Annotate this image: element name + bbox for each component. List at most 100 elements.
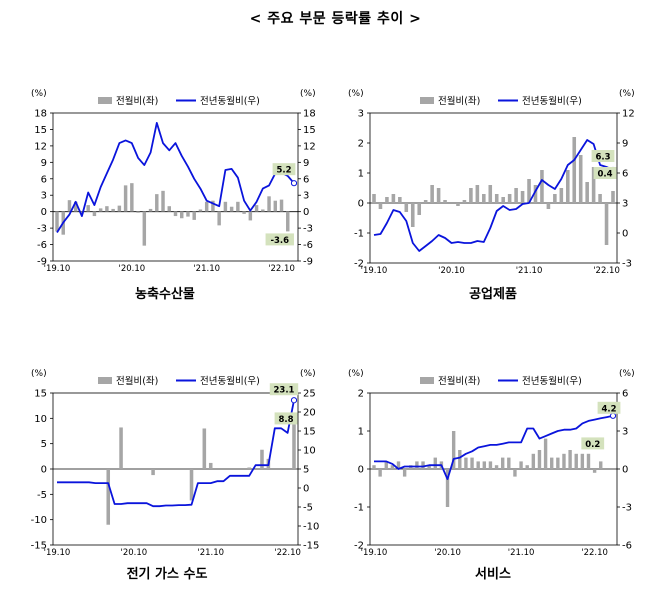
chart1-bar bbox=[117, 205, 122, 212]
chart2-bar bbox=[585, 182, 589, 203]
chart2-line-data-label: 6.3 bbox=[595, 153, 610, 163]
chart4-right-tick-label: 0 bbox=[622, 465, 628, 476]
chart1-left-tick-label: -6 bbox=[37, 240, 47, 251]
chart2-right-tick-label: 9 bbox=[622, 139, 628, 150]
chart3-legend-line-label: 전년동월비(우) bbox=[200, 375, 260, 387]
chart2-bar bbox=[565, 170, 570, 203]
chart2-bar-data-label-bg bbox=[593, 167, 617, 179]
chart4-right-unit: (%) bbox=[619, 369, 635, 379]
chart1-bar-data-label-bg bbox=[265, 233, 294, 246]
chart2-bar bbox=[410, 203, 415, 227]
chart2-bar bbox=[578, 155, 583, 203]
chart1-right-tick-label: -3 bbox=[303, 224, 313, 235]
chart4-bar bbox=[396, 461, 401, 469]
chart2-x-tick-label: '20.10 bbox=[438, 266, 465, 276]
chart1-bar bbox=[261, 209, 265, 212]
chart2-left-tick-label: -2 bbox=[354, 259, 364, 270]
chart2-bar bbox=[436, 188, 441, 203]
chart2-bar bbox=[404, 203, 409, 212]
chart1-bar bbox=[67, 200, 72, 212]
chart1-left-tick-label: -3 bbox=[37, 224, 47, 235]
chart2-bar bbox=[494, 194, 499, 203]
chart3-right-tick-label: 0 bbox=[303, 484, 309, 495]
chart2-line-series bbox=[373, 139, 614, 252]
chart1-bar bbox=[105, 206, 109, 212]
chart2-plot-frame bbox=[369, 112, 618, 264]
chart1-bar bbox=[167, 206, 171, 212]
chart2-bar bbox=[372, 194, 376, 203]
chart2-bar bbox=[469, 188, 473, 203]
chart4-bar bbox=[384, 461, 388, 469]
chart2-x-tick-label: '21.10 bbox=[516, 266, 543, 276]
chart3-x-tick-label: '19.10 bbox=[44, 548, 71, 558]
chart3-left-tick-label: -10 bbox=[31, 515, 47, 526]
chart1-bar bbox=[86, 205, 90, 212]
chart4-bar bbox=[421, 461, 425, 469]
chart3-x-tick-label: '21.10 bbox=[197, 548, 224, 558]
chart2-bar bbox=[456, 203, 460, 206]
chart3-bar bbox=[119, 427, 123, 469]
chart1-right-tick-label: 12 bbox=[303, 141, 316, 152]
chart1-title: 농축수산물 bbox=[135, 286, 195, 302]
chart1-bar bbox=[186, 211, 190, 217]
chart1-x-tick-label: '22.10 bbox=[268, 264, 295, 274]
chart3-line-end-marker bbox=[290, 397, 298, 404]
chart3-left-tick-label: 0 bbox=[41, 465, 47, 476]
chart1-x-tick-label: '20.10 bbox=[119, 264, 146, 274]
chart1-right-tick-label: 18 bbox=[303, 109, 316, 120]
chart1-x-tick-label: '21.10 bbox=[193, 264, 220, 274]
chart3-left-tick-label: -15 bbox=[31, 541, 47, 552]
chart2-bar bbox=[462, 200, 467, 203]
chart3-left-tick-label: 10 bbox=[34, 414, 47, 425]
chart1-bar bbox=[273, 200, 278, 212]
chart4-bar bbox=[470, 457, 474, 469]
chart4-bar bbox=[433, 457, 437, 469]
chart1-bar bbox=[254, 205, 259, 212]
chart1-left-tick-label: 3 bbox=[41, 191, 47, 202]
chart1-bar bbox=[173, 211, 178, 217]
chart4-bar bbox=[500, 457, 505, 469]
chart3-bar bbox=[202, 428, 207, 469]
chart2-bar bbox=[423, 200, 428, 203]
chart1-line-data-label-bg bbox=[272, 163, 296, 176]
chart2-left-tick-label: 1 bbox=[358, 169, 364, 180]
chart1-bar-data-label: -3.6 bbox=[270, 236, 289, 246]
chart4-bar bbox=[568, 450, 572, 469]
chart2-bar bbox=[559, 188, 564, 203]
chart3-legend-bar-label: 전월비(좌) bbox=[116, 375, 158, 387]
chart1-bar bbox=[136, 211, 140, 213]
chart4-x-tick-label: '22.10 bbox=[581, 548, 608, 558]
chart1-left-tick-label: 6 bbox=[41, 174, 47, 185]
chart4-bar bbox=[519, 461, 523, 469]
chart1-bar bbox=[180, 211, 184, 219]
chart4-bar bbox=[482, 461, 487, 469]
chart1-line-data-label: 5.2 bbox=[276, 166, 291, 176]
chart3-left-unit: (%) bbox=[31, 369, 47, 379]
chart3-right-unit: (%) bbox=[300, 369, 316, 379]
chart1-bar bbox=[155, 194, 159, 212]
chart1-right-tick-label: 6 bbox=[303, 174, 309, 185]
chart2-x-tick-label: '19.10 bbox=[361, 266, 388, 276]
chart1-bar bbox=[148, 208, 153, 212]
chart1-line-series bbox=[56, 122, 295, 233]
chart1-left-tick-label: 18 bbox=[34, 109, 47, 120]
chart3-line-data-label: 23.1 bbox=[274, 386, 295, 396]
chart2-right-tick-label: 0 bbox=[622, 229, 628, 240]
chart4-bar bbox=[464, 457, 468, 469]
chart2-bar bbox=[488, 185, 493, 203]
chart4-right-tick-label: -3 bbox=[622, 503, 632, 514]
page-title: < 주요 부문 등락률 추이 > bbox=[249, 11, 422, 27]
chart1-right-tick-label: 9 bbox=[303, 158, 309, 169]
chart3-right-tick-label: 25 bbox=[303, 389, 316, 400]
chart1-left-tick-label: 12 bbox=[34, 141, 47, 152]
chart1-bar bbox=[236, 201, 240, 212]
chart3-right-tick-label: -10 bbox=[303, 522, 319, 533]
chart2-bar bbox=[572, 137, 577, 203]
chart2-left-tick-label: 0 bbox=[358, 199, 364, 210]
chart3-left-tick-label: -5 bbox=[37, 490, 47, 501]
chart2-bar bbox=[475, 185, 480, 203]
chart3-bar bbox=[260, 449, 264, 469]
chart1-legend-bar-label: 전월비(좌) bbox=[116, 95, 158, 107]
chart1-legend-bar-swatch bbox=[98, 97, 112, 104]
chart2-bar bbox=[611, 191, 615, 203]
